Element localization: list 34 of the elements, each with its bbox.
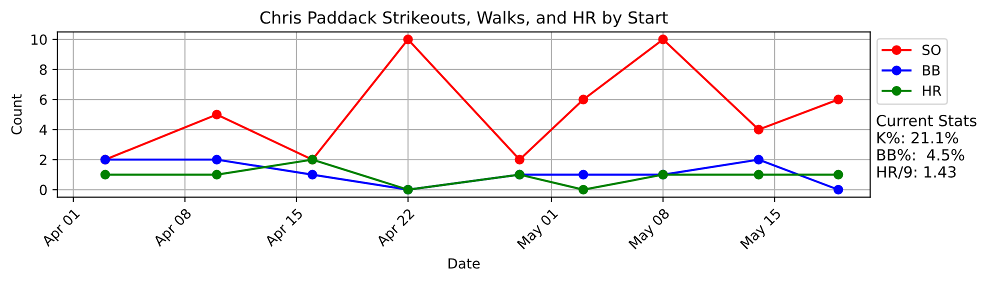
- chart-title: Chris Paddack Strikeouts, Walks, and HR by Start: [260, 10, 668, 28]
- x-tick-label: Apr 15: [264, 208, 306, 249]
- point: [514, 154, 524, 164]
- point: [754, 154, 764, 164]
- y-tick-label: 2: [40, 154, 46, 165]
- y-tick-label: 8: [40, 64, 47, 75]
- point: [578, 184, 588, 195]
- point: [658, 34, 668, 44]
- point: [308, 170, 318, 180]
- y-tick-label: 10: [32, 34, 47, 45]
- legend-label: BB: [922, 65, 940, 76]
- legend-label: HR: [922, 86, 942, 96]
- y-tick-label: 4: [40, 124, 47, 135]
- point: [833, 184, 844, 195]
- text: Current Stats K%: 21.1% BB%: 4.5% HR/9: 1.43: [876, 114, 976, 179]
- point: [403, 34, 413, 44]
- point: [100, 170, 110, 180]
- point: [833, 170, 844, 180]
- x-axis-title: Date: [448, 258, 480, 269]
- point: [212, 170, 222, 180]
- y-tick-label: 6: [40, 94, 47, 105]
- point: [833, 94, 844, 104]
- point: [578, 170, 588, 180]
- point: [754, 170, 764, 180]
- x-tick-label: Apr 01: [41, 208, 82, 249]
- y-axis-title: Count: [11, 94, 22, 134]
- point: [578, 94, 588, 104]
- point: [754, 124, 764, 134]
- point: [212, 154, 222, 164]
- point: [212, 110, 222, 120]
- legend-label: SO: [922, 44, 941, 56]
- y-tick-label: 0: [40, 184, 47, 196]
- x-tick-label: Apr 08: [152, 208, 194, 249]
- x-tick-label: Apr 22: [376, 208, 417, 249]
